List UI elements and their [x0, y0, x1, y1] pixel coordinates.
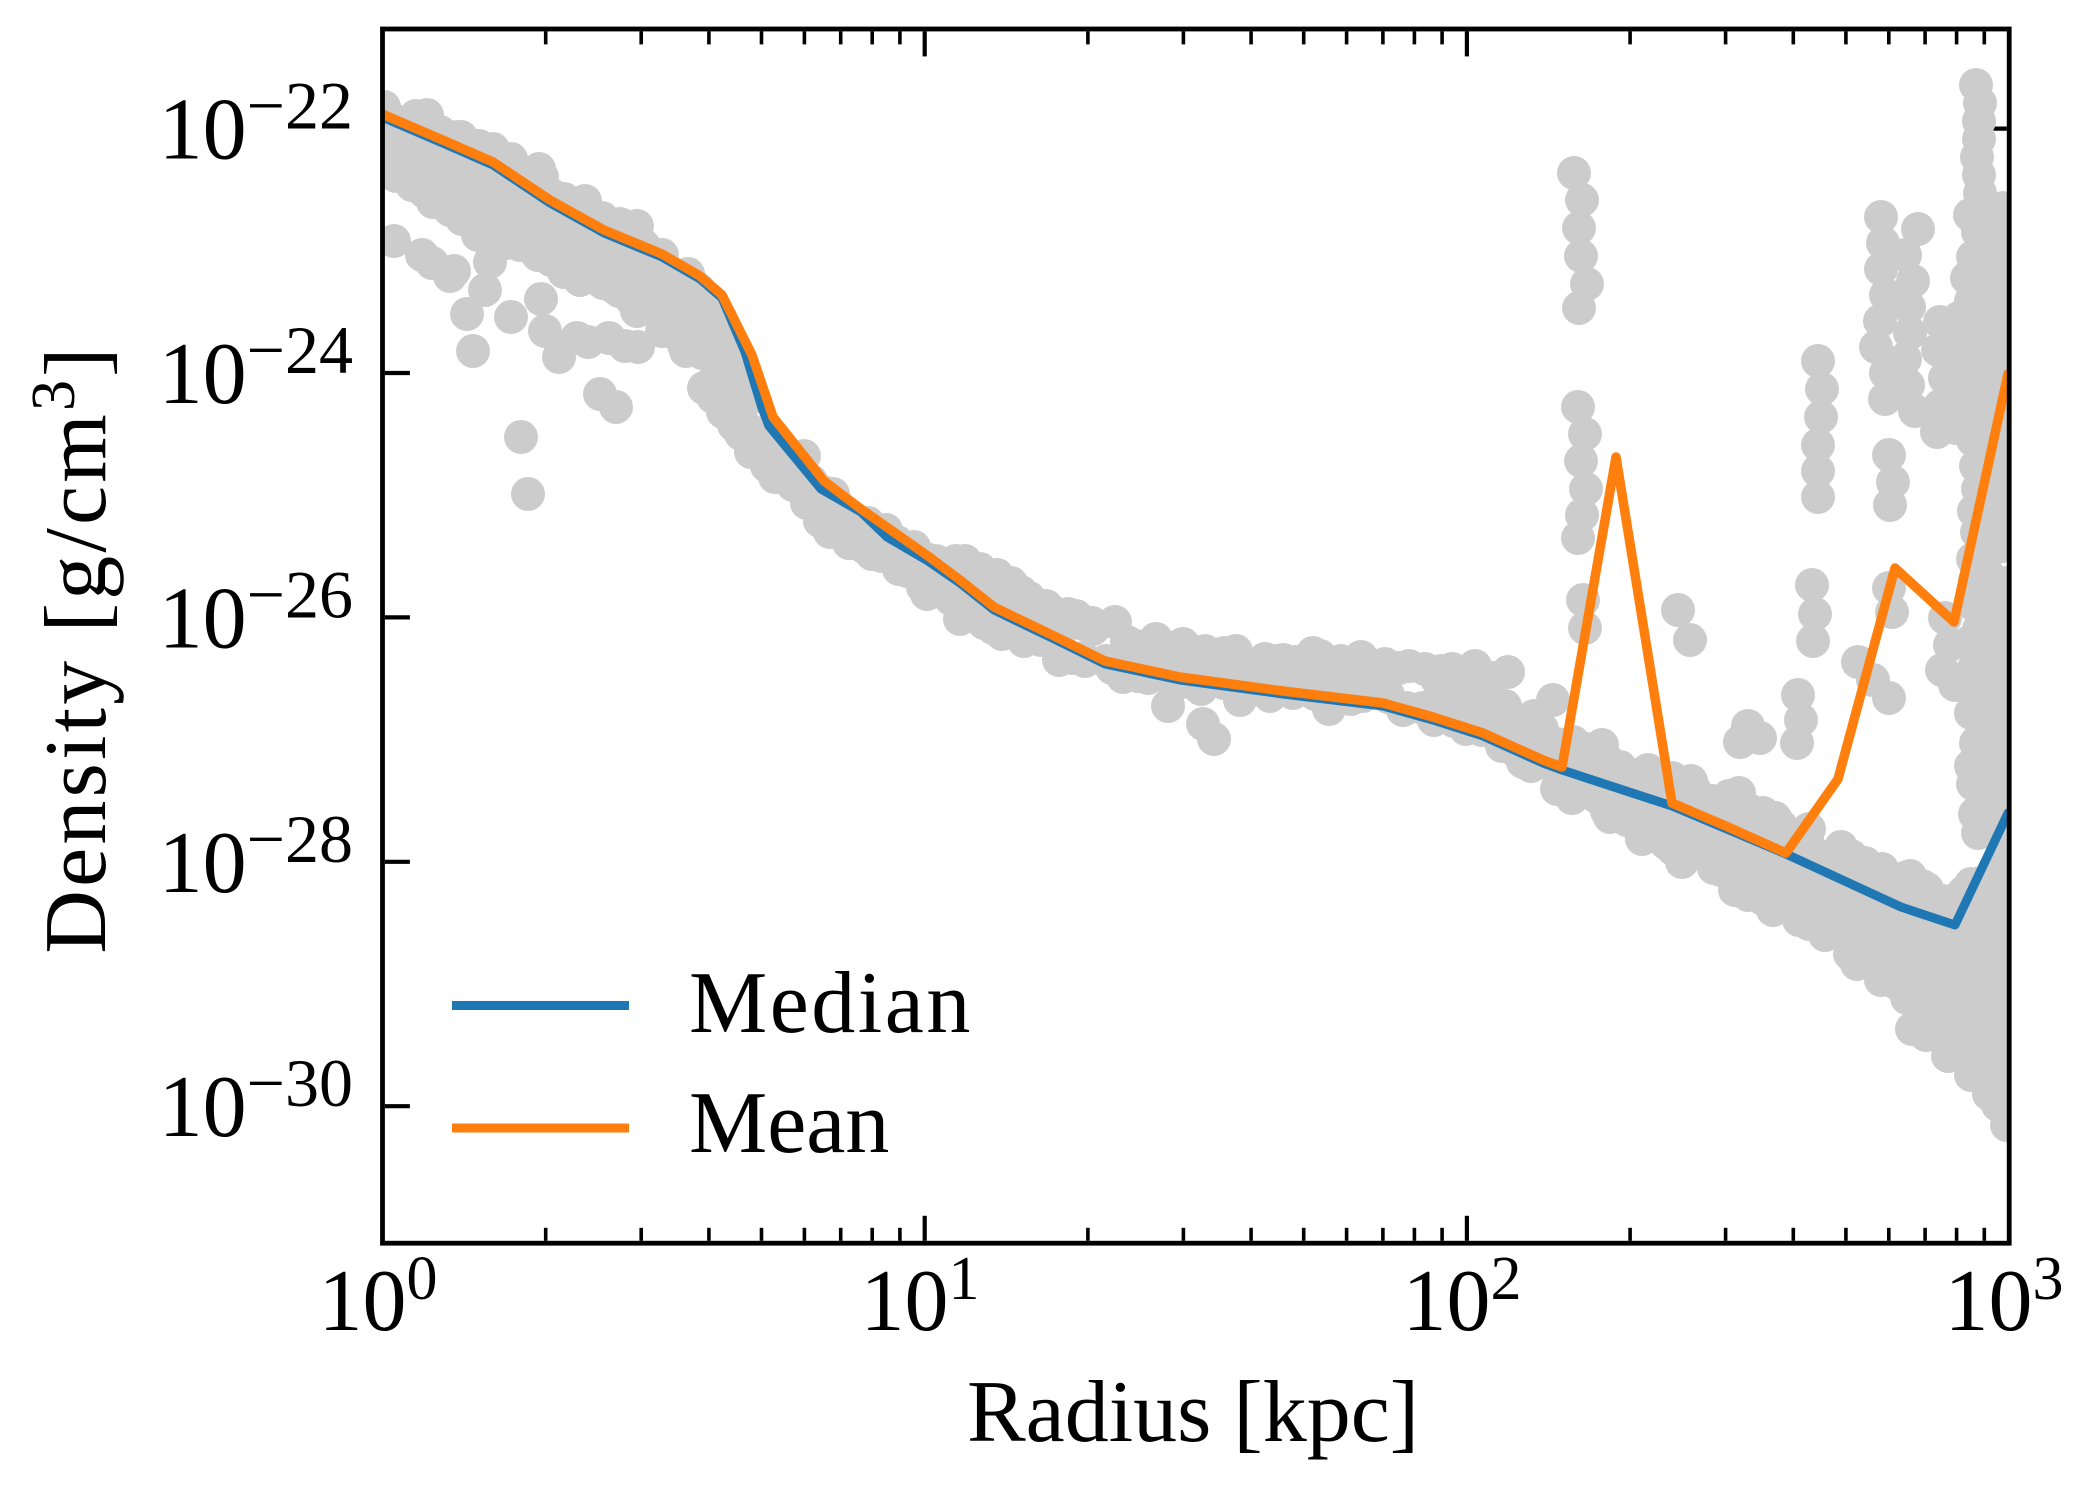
svg-text:Median: Median [689, 955, 973, 1052]
svg-text:Density [g/cm3]: Density [g/cm3] [20, 344, 125, 953]
svg-text:Radius [kpc]: Radius [kpc] [967, 1364, 1419, 1461]
svg-text:Mean: Mean [689, 1075, 889, 1172]
svg-text:100: 100 [319, 1245, 438, 1350]
